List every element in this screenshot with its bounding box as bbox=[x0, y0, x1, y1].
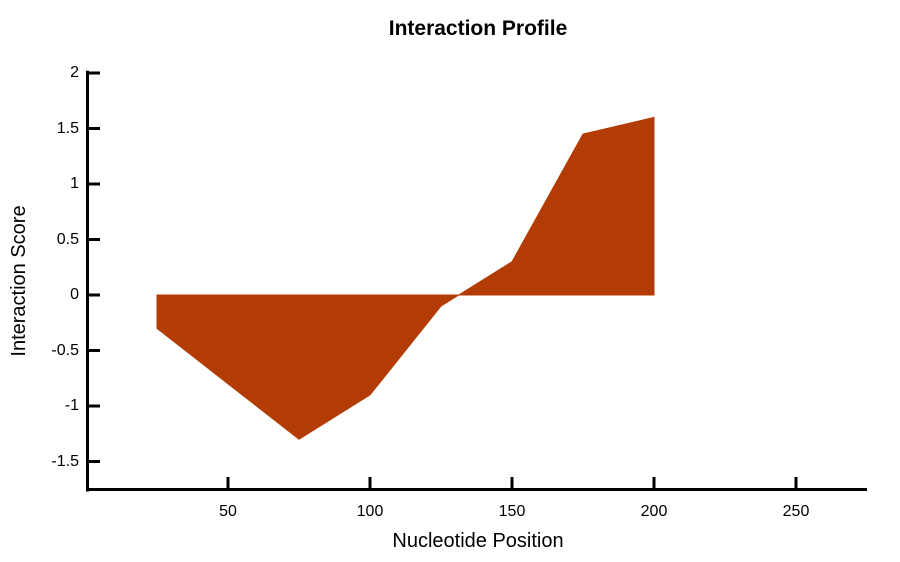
area-series bbox=[156, 116, 655, 440]
y-tick-label: 2 bbox=[70, 64, 79, 81]
y-tick-label: 1 bbox=[70, 175, 79, 192]
x-tick-label: 50 bbox=[219, 503, 237, 520]
axis-spines bbox=[86, 70, 867, 492]
x-axis-label: Nucleotide Position bbox=[392, 530, 564, 552]
y-tick-label: 0 bbox=[70, 286, 79, 303]
y-tick-label: -1 bbox=[64, 397, 79, 414]
y-tick-label: 0.5 bbox=[56, 230, 79, 248]
y-tick-label: -0.5 bbox=[51, 341, 79, 359]
y-tick-label: -1.5 bbox=[51, 452, 79, 470]
x-tick-label: 150 bbox=[498, 503, 526, 520]
x-tick-label: 250 bbox=[782, 503, 810, 520]
axis-ticks bbox=[88, 71, 798, 488]
x-tick-label: 100 bbox=[356, 503, 384, 520]
y-axis-label: Interaction Score bbox=[8, 205, 30, 357]
y-tick-label: 1.5 bbox=[56, 119, 79, 137]
chart-title: Interaction Profile bbox=[388, 17, 568, 40]
x-tick-label: 200 bbox=[640, 503, 668, 520]
